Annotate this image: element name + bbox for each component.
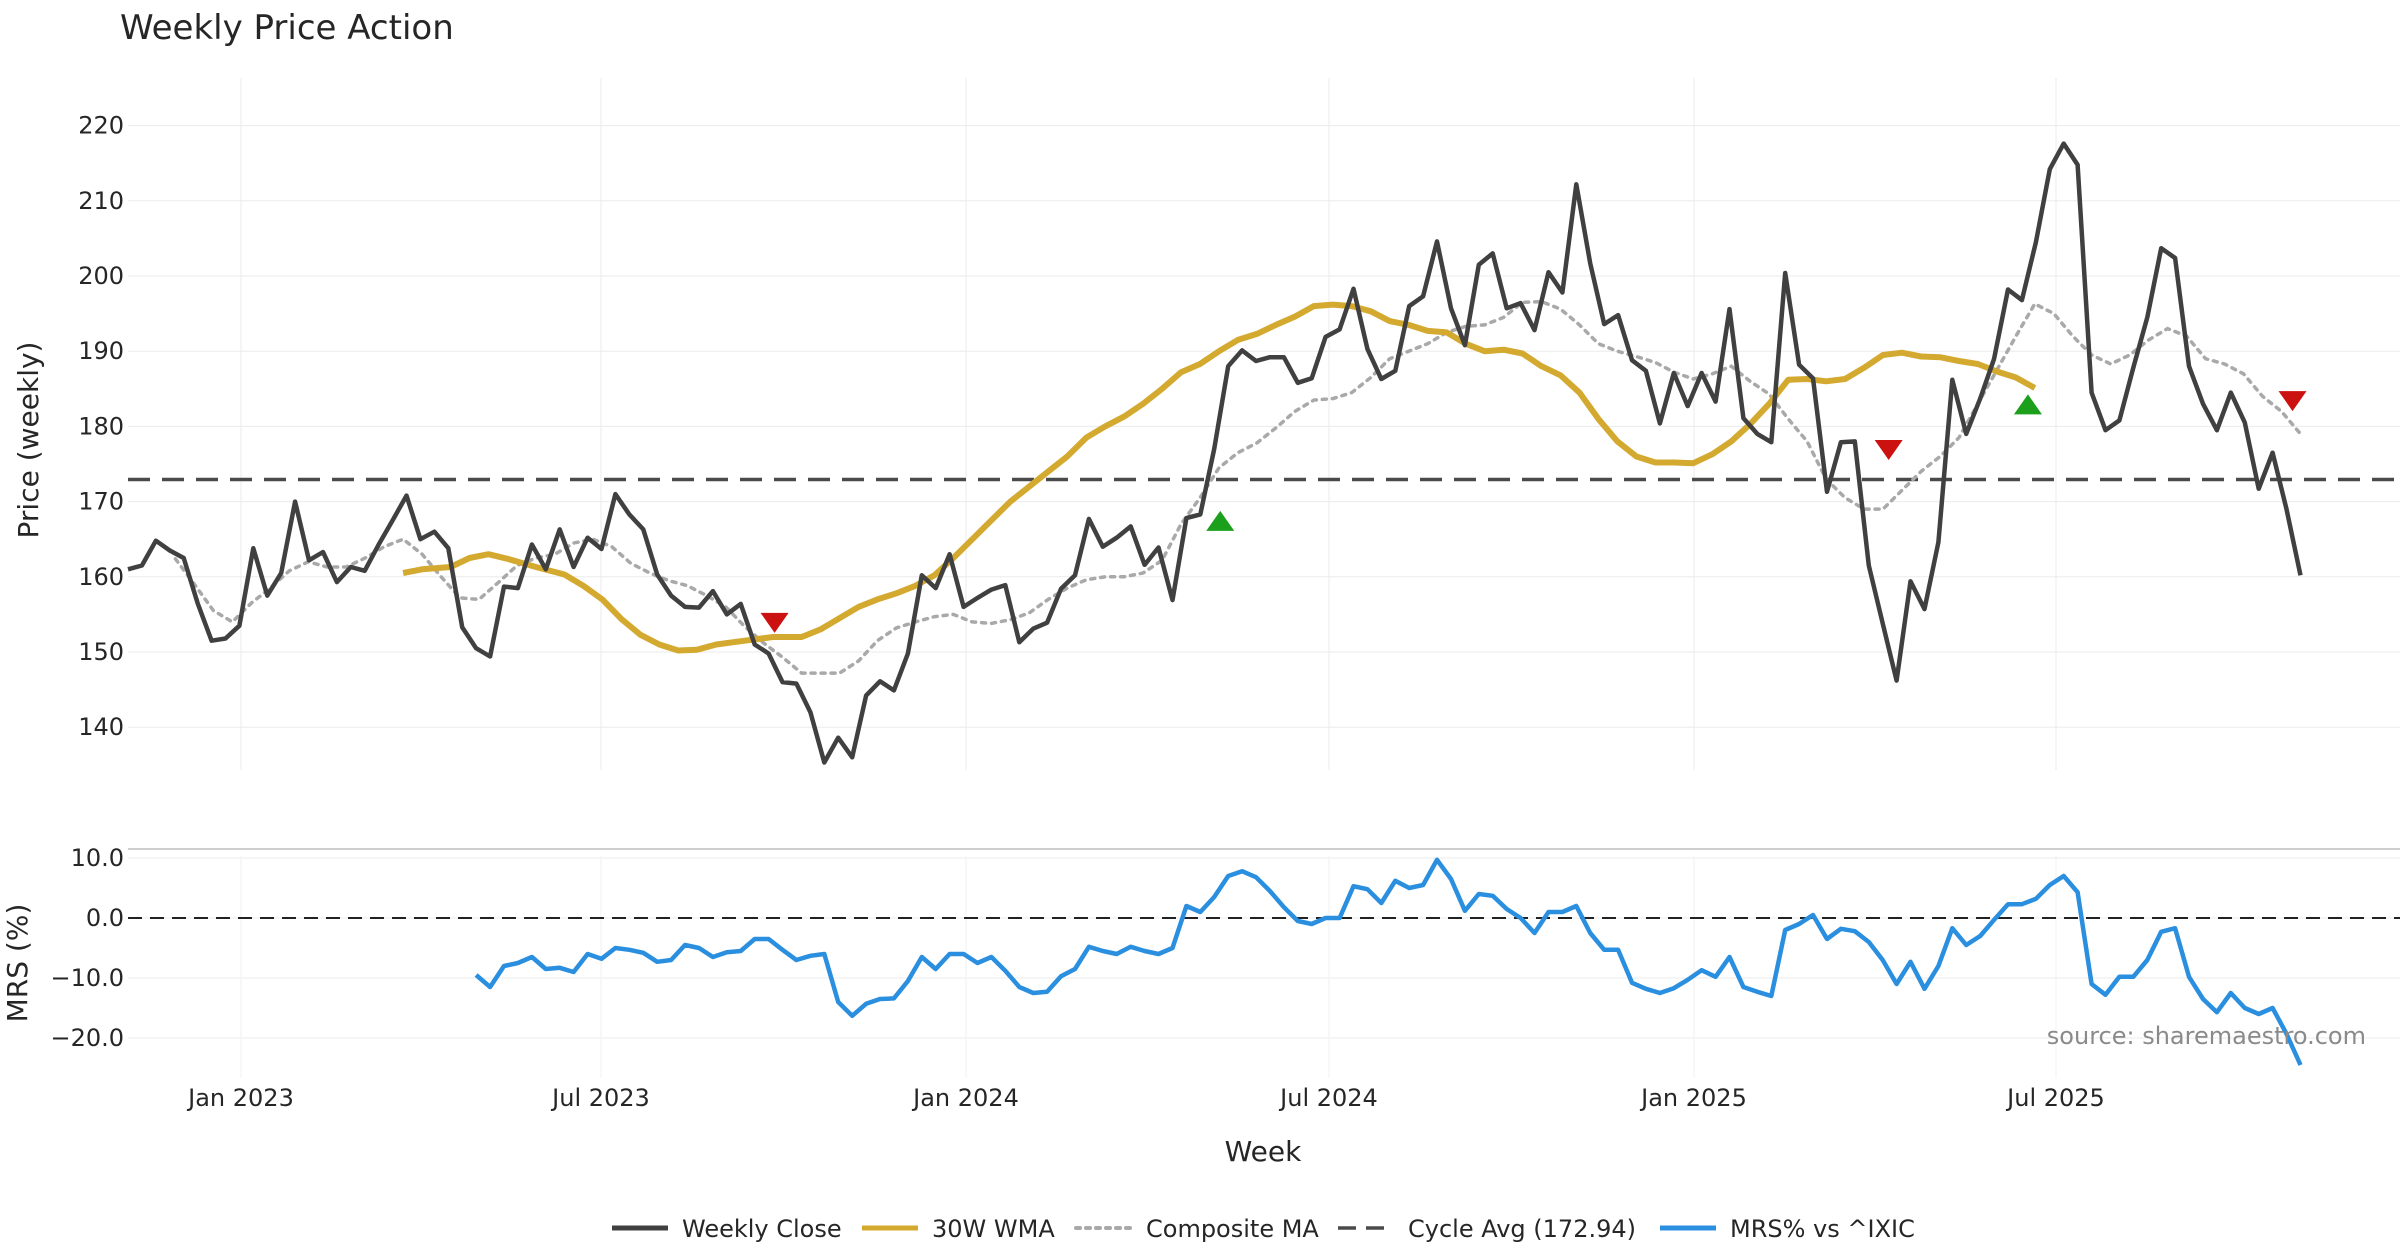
x-tick-label: Jan 2025 xyxy=(1639,1084,1747,1112)
signals xyxy=(760,391,2307,633)
x-axis-title: Week xyxy=(1225,1135,1302,1168)
x-tick-label: Jan 2023 xyxy=(186,1084,294,1112)
price-y-ticks: 140 150 160 170 180 190 200 210 220 xyxy=(78,112,124,742)
sell-signal-marker xyxy=(1874,439,1903,460)
wma-30w-line xyxy=(402,301,2037,654)
price-y-tick-label: 220 xyxy=(78,112,124,140)
buy-signal-marker xyxy=(2013,394,2042,415)
mrs-axis-title: MRS (%) xyxy=(1,904,34,1023)
chart-title: Weekly Price Action xyxy=(120,8,454,48)
legend-label: MRS% vs ^IXIC xyxy=(1730,1215,1915,1243)
x-tick-label: Jan 2024 xyxy=(911,1084,1019,1112)
mrs-y-tick-label: −20.0 xyxy=(50,1024,124,1052)
legend-item: Weekly Close xyxy=(612,1215,842,1243)
price-y-tick-label: 210 xyxy=(78,187,124,215)
legend-label: 30W WMA xyxy=(932,1215,1055,1243)
mrs-y-ticks: 10.0 0.0 −10.0 −20.0 xyxy=(50,844,124,1052)
price-y-tick-label: 200 xyxy=(78,262,124,290)
price-grid xyxy=(128,78,2400,770)
x-tick-label: Jul 2025 xyxy=(2005,1084,2105,1112)
sell-signal-marker xyxy=(2278,391,2307,412)
legend-item: Cycle Avg (172.94) xyxy=(1338,1215,1636,1243)
mrs-y-tick-label: 10.0 xyxy=(71,844,124,872)
legend-label: Weekly Close xyxy=(682,1215,842,1243)
legend-label: Composite MA xyxy=(1146,1215,1319,1243)
price-y-tick-label: 140 xyxy=(78,713,124,741)
legend-label: Cycle Avg (172.94) xyxy=(1408,1215,1636,1243)
price-axis-title: Price (weekly) xyxy=(12,342,45,539)
price-y-tick-label: 170 xyxy=(78,488,124,516)
sell-signal-marker xyxy=(760,612,789,633)
mrs-y-tick-label: 0.0 xyxy=(86,904,124,932)
x-tick-label: Jul 2023 xyxy=(550,1084,650,1112)
legend: Weekly Close 30W WMA Composite MA Cycle Avg… xyxy=(612,1215,1915,1243)
weekly-close-line xyxy=(127,141,2303,765)
price-y-tick-label: 160 xyxy=(78,563,124,591)
x-tick-label: Jul 2024 xyxy=(1278,1084,1378,1112)
mrs-y-tick-label: −10.0 xyxy=(50,964,124,992)
price-y-tick-label: 180 xyxy=(78,412,124,440)
price-y-tick-label: 150 xyxy=(78,638,124,666)
mrs-lines xyxy=(128,857,2400,1066)
buy-signal-marker xyxy=(1206,510,1235,531)
x-ticks: Jan 2023 Jul 2023 Jan 2024 Jul 2024 Jan 2025… xyxy=(186,1084,2105,1112)
legend-item: 30W WMA xyxy=(862,1215,1055,1243)
price-y-tick-label: 190 xyxy=(78,337,124,365)
mrs-line xyxy=(474,857,2303,1066)
legend-item: MRS% vs ^IXIC xyxy=(1660,1215,1915,1243)
price-lines xyxy=(127,141,2400,765)
legend-item: Composite MA xyxy=(1074,1215,1319,1243)
source-label: source: sharemaestro.com xyxy=(2047,1022,2366,1050)
